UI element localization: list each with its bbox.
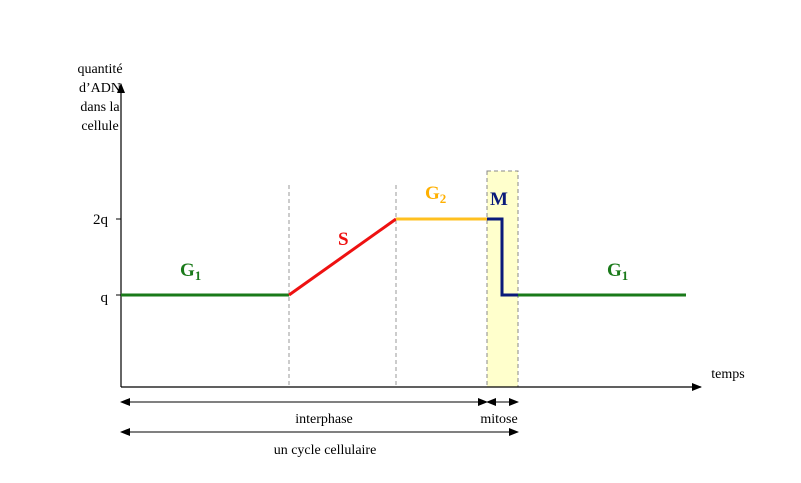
phase-label: S bbox=[338, 229, 349, 250]
phase-label: G2 bbox=[425, 183, 446, 206]
phase-label: M bbox=[490, 189, 508, 210]
phase-label: G1 bbox=[180, 260, 201, 283]
s-line bbox=[288, 217, 397, 297]
y-label: cellule bbox=[81, 119, 118, 134]
span-label: mitose bbox=[480, 412, 517, 427]
x-label: temps bbox=[711, 367, 744, 382]
y-label: d’ADN bbox=[79, 81, 121, 96]
phase-label: G1 bbox=[607, 260, 628, 283]
tick-label: 2q bbox=[93, 212, 109, 228]
span-label: un cycle cellulaire bbox=[274, 443, 377, 458]
m-line bbox=[487, 217, 518, 297]
span-label: interphase bbox=[295, 412, 353, 427]
y-label: dans la bbox=[80, 100, 120, 115]
tick-label: q bbox=[101, 290, 109, 306]
y-label: quantité bbox=[77, 62, 122, 77]
